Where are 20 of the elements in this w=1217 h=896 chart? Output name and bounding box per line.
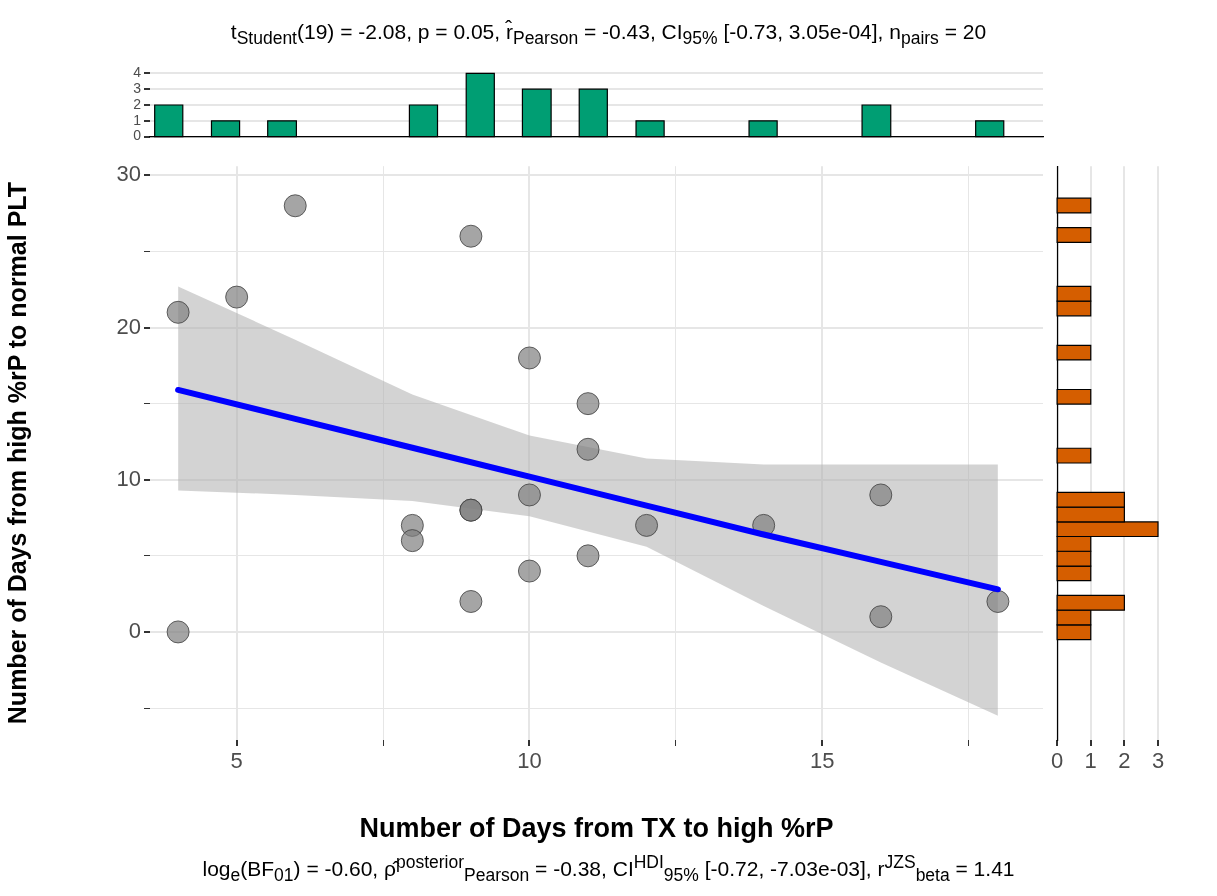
x-tick-label: 3 — [1151, 748, 1165, 774]
y-tick-label: 30 — [116, 161, 141, 187]
x-tick-label: 5 — [230, 748, 243, 774]
x-tick-label: 0 — [1050, 748, 1064, 774]
y-tick-label: 1 — [133, 111, 142, 128]
chart-title: t$_{Student}$(19) = -2.08, p = 0.05, r̂$_{Pearson}$ = -0.43, CI$_{95%}$ [-0.73, 3.05e-04], n$_{pairs}$ = 20 — [230, 20, 987, 49]
x-axis-title: Number of Days from TX to high %rP — [359, 813, 834, 844]
y-tick-label: 20 — [116, 313, 141, 339]
y-tick-label: 0 — [128, 618, 141, 643]
x-tick-label: 10 — [517, 748, 542, 774]
y-tick-label: 3 — [133, 80, 142, 97]
x-tick-label: 15 — [810, 748, 835, 774]
text: log$_{e}$(BF$_{01}$) = -0.60, ρ̂$^{posterior}$$_{Pearson}$ = -0.38, CI$^{HDI}$$_{95%}$ [-0.72, -7.03e-03], r$^{JZS}$$_{beta}$ = 1.41 — [202, 852, 1015, 886]
x-tick-label: 1 — [1084, 748, 1097, 774]
y-tick-label: 10 — [116, 465, 141, 491]
x-tick-label: 2 — [1118, 748, 1131, 774]
y-tick-label: 4 — [133, 64, 142, 81]
y-tick-label: 2 — [133, 95, 142, 112]
y-tick-label: 0 — [133, 127, 142, 144]
y-axis-title: Number of Days from high %rP to normal PLT — [2, 182, 31, 725]
